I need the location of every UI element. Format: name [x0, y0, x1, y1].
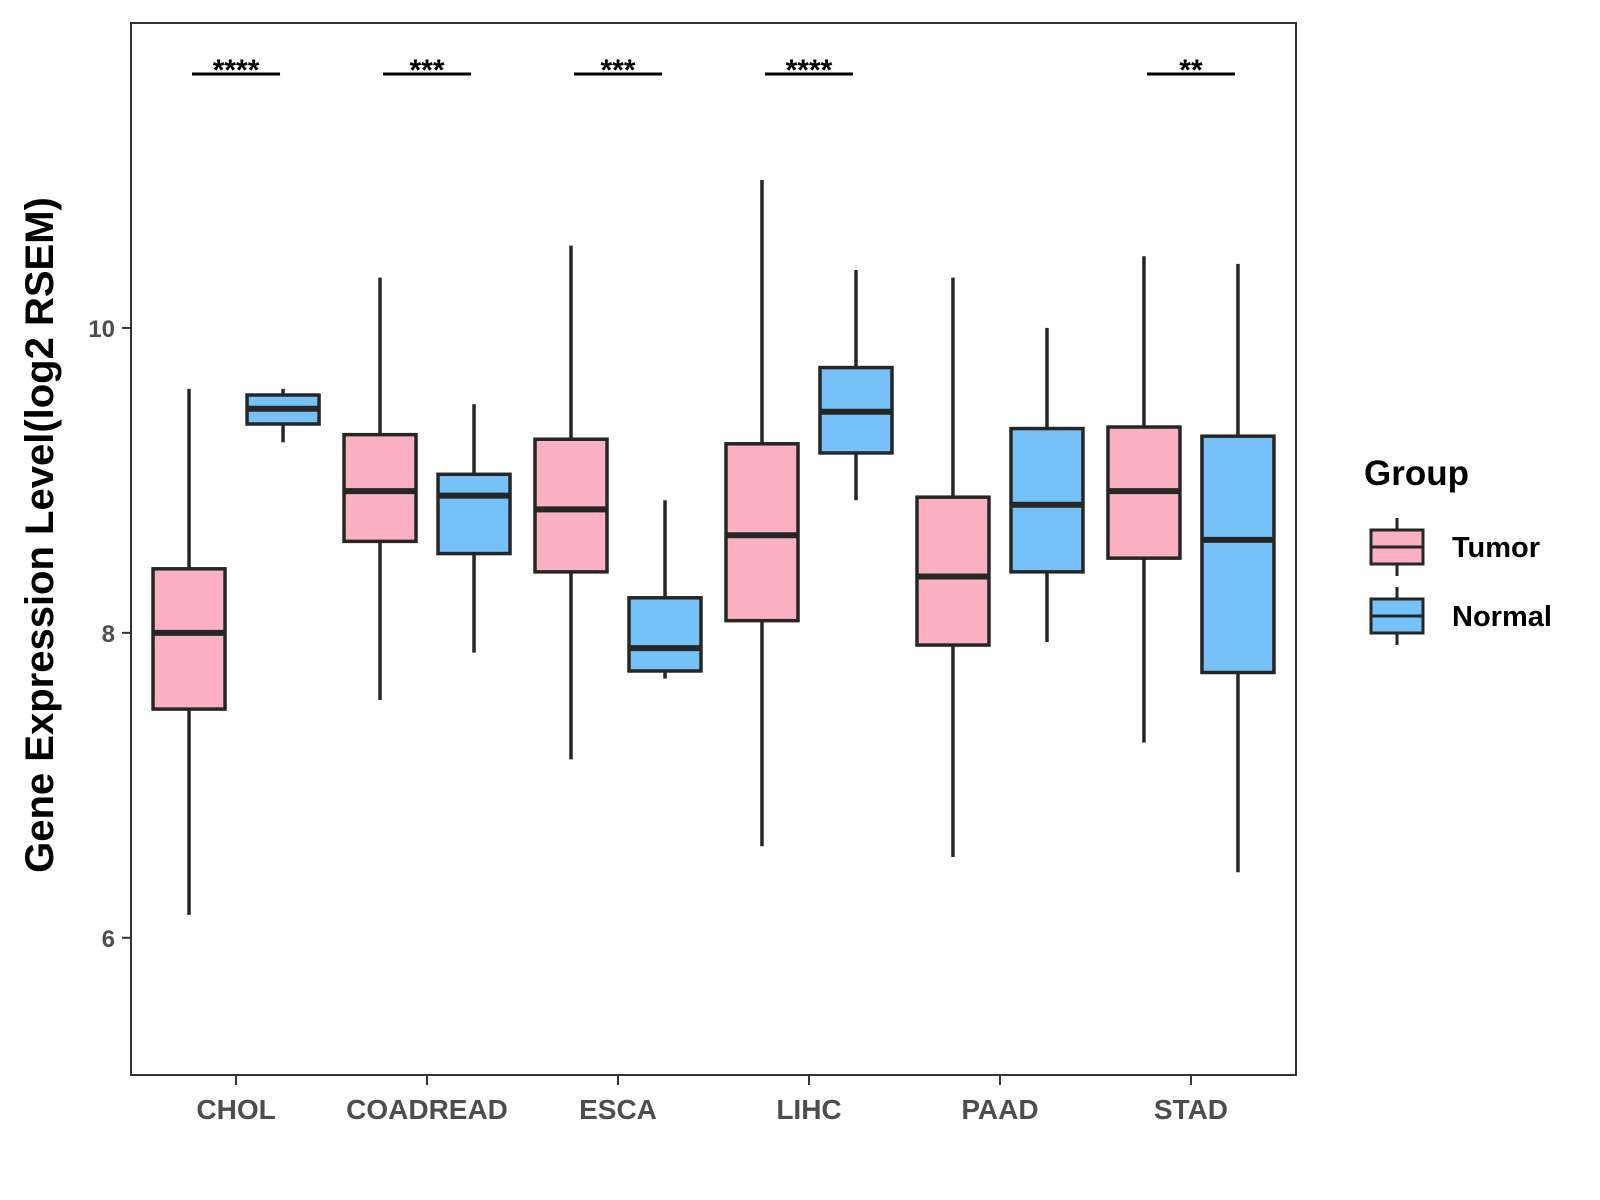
- box-iqr: [915, 495, 991, 647]
- box-iqr: [1009, 426, 1085, 574]
- significance-label: ****: [213, 54, 260, 87]
- legend: Group Tumor Normal: [1364, 454, 1552, 645]
- box-iqr: [533, 437, 609, 574]
- plot-area: **** *** *** **** **: [151, 54, 1276, 915]
- box-normal-chol: [245, 388, 321, 443]
- legend-title: Group: [1364, 454, 1469, 493]
- box-tumor-stad: [1106, 256, 1182, 743]
- x-tick-label: COADREAD: [346, 1094, 508, 1125]
- box-iqr: [436, 472, 512, 556]
- box-normal-paad: [1009, 327, 1085, 643]
- plot-panel-border: [130, 22, 1297, 1076]
- significance-label: ***: [410, 54, 445, 87]
- y-tick-label: 8: [102, 621, 115, 648]
- y-axis-title: Gene Expression Level(log2 RSEM): [18, 197, 62, 873]
- legend-item-tumor: Tumor: [1369, 518, 1540, 576]
- legend-label: Tumor: [1452, 532, 1540, 564]
- box-tumor-paad: [915, 277, 991, 857]
- box-normal-stad: [1200, 263, 1276, 873]
- x-tick-label: LIHC: [776, 1094, 841, 1125]
- box-tumor-esca: [533, 245, 609, 760]
- box-tumor-coadread: [342, 277, 418, 700]
- box-normal-coadread: [436, 404, 512, 653]
- box-tumor-chol: [151, 388, 227, 915]
- box-iqr: [724, 442, 800, 623]
- y-tick-label: 6: [102, 926, 115, 953]
- x-tick-label: STAD: [1154, 1094, 1228, 1125]
- box-iqr: [151, 567, 227, 711]
- box-normal-esca: [627, 500, 703, 679]
- box-iqr: [1200, 434, 1276, 675]
- box-iqr: [627, 596, 703, 673]
- y-tick-label: 10: [88, 316, 115, 343]
- box-iqr: [342, 432, 418, 544]
- significance-label: **: [1179, 54, 1203, 87]
- legend-item-normal: Normal: [1369, 587, 1552, 645]
- significance-label: ***: [600, 54, 635, 87]
- legend-label: Normal: [1452, 601, 1552, 633]
- box-tumor-lihc: [724, 180, 800, 847]
- significance-label: ****: [786, 54, 833, 87]
- box-normal-lihc: [818, 269, 894, 501]
- x-tick-label: CHOL: [196, 1094, 275, 1125]
- x-tick-label: ESCA: [579, 1094, 657, 1125]
- x-tick-label: PAAD: [961, 1094, 1038, 1125]
